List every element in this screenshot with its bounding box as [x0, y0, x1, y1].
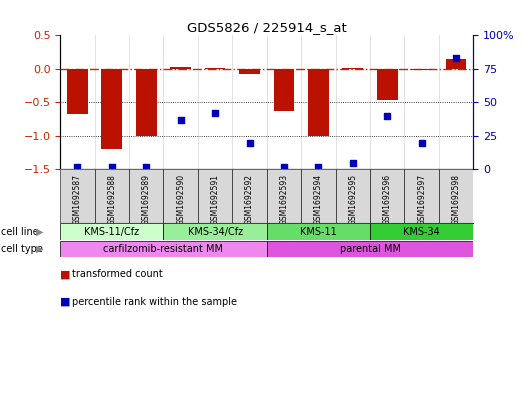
Point	[108, 163, 116, 170]
Bar	[60, 169, 95, 223]
Point	[176, 117, 185, 123]
Text: carfilzomib-resistant MM: carfilzomib-resistant MM	[104, 244, 223, 254]
Point	[245, 140, 254, 146]
Title: GDS5826 / 225914_s_at: GDS5826 / 225914_s_at	[187, 21, 347, 34]
Text: GSM1692597: GSM1692597	[417, 174, 426, 225]
Text: ■: ■	[60, 297, 71, 307]
Text: cell line: cell line	[1, 227, 39, 237]
Point	[314, 163, 323, 170]
Bar	[370, 169, 404, 223]
Bar	[136, 69, 156, 136]
Point	[280, 163, 288, 170]
Bar	[343, 68, 363, 69]
Text: GSM1692593: GSM1692593	[279, 174, 289, 225]
Bar	[336, 169, 370, 223]
Point	[452, 55, 460, 61]
Text: KMS-34/Cfz: KMS-34/Cfz	[188, 227, 243, 237]
Bar	[267, 169, 301, 223]
Point	[142, 163, 151, 170]
Text: GSM1692588: GSM1692588	[107, 174, 116, 224]
Bar	[232, 169, 267, 223]
Bar	[301, 169, 336, 223]
Bar	[205, 68, 225, 69]
Text: percentile rank within the sample: percentile rank within the sample	[72, 297, 236, 307]
Text: ▶: ▶	[36, 244, 43, 254]
Bar	[129, 169, 163, 223]
Bar	[308, 69, 329, 136]
Bar	[198, 169, 232, 223]
Point	[349, 160, 357, 166]
Bar	[439, 169, 473, 223]
Text: GSM1692589: GSM1692589	[142, 174, 151, 225]
Bar	[239, 69, 260, 73]
Text: parental MM: parental MM	[339, 244, 401, 254]
Text: GSM1692587: GSM1692587	[73, 174, 82, 225]
Bar	[60, 223, 163, 240]
Bar	[267, 223, 370, 240]
Text: ■: ■	[60, 269, 71, 279]
Point	[383, 113, 391, 119]
Bar	[267, 241, 473, 257]
Text: GSM1692595: GSM1692595	[348, 174, 357, 225]
Text: GSM1692591: GSM1692591	[211, 174, 220, 225]
Text: KMS-34: KMS-34	[403, 227, 440, 237]
Bar	[67, 69, 88, 114]
Point	[211, 110, 219, 116]
Bar	[170, 67, 191, 69]
Text: transformed count: transformed count	[72, 269, 163, 279]
Text: GSM1692596: GSM1692596	[383, 174, 392, 225]
Text: GSM1692592: GSM1692592	[245, 174, 254, 225]
Text: cell type: cell type	[1, 244, 43, 254]
Bar	[101, 69, 122, 149]
Bar	[60, 241, 267, 257]
Text: GSM1692598: GSM1692598	[451, 174, 461, 225]
Bar	[274, 69, 294, 111]
Bar	[377, 69, 397, 100]
Bar	[163, 169, 198, 223]
Bar	[370, 223, 473, 240]
Bar	[163, 223, 267, 240]
Text: ▶: ▶	[36, 227, 43, 237]
Text: KMS-11: KMS-11	[300, 227, 337, 237]
Text: GSM1692594: GSM1692594	[314, 174, 323, 225]
Point	[73, 163, 82, 170]
Bar	[446, 59, 467, 69]
Text: GSM1692590: GSM1692590	[176, 174, 185, 225]
Point	[417, 140, 426, 146]
Bar	[411, 69, 432, 70]
Bar	[95, 169, 129, 223]
Text: KMS-11/Cfz: KMS-11/Cfz	[84, 227, 139, 237]
Bar	[404, 169, 439, 223]
